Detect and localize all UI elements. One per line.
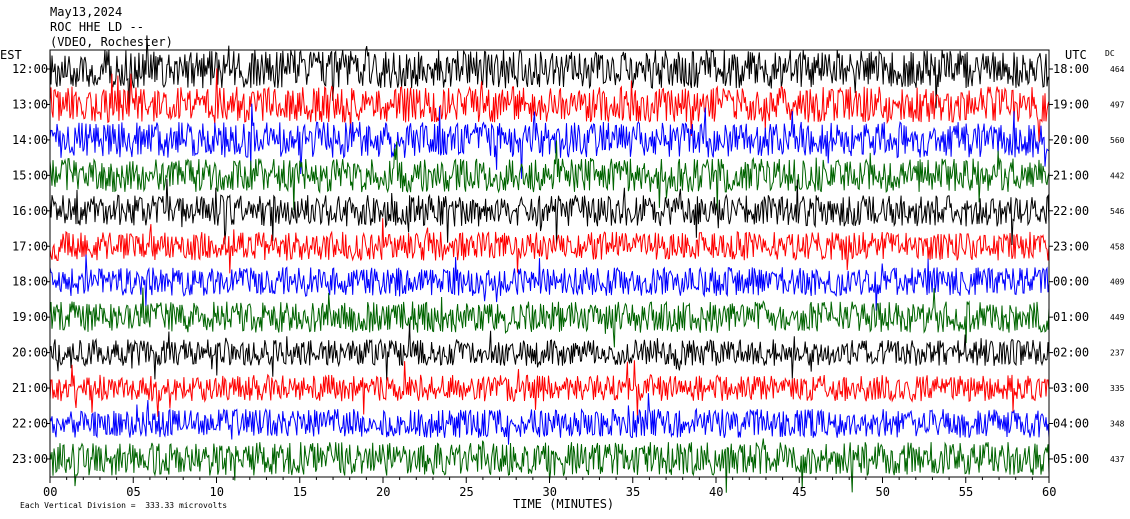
plot-frame: [49, 49, 1050, 478]
est-tick-label: 22:00: [12, 417, 48, 431]
x-tick-label: 60: [1042, 485, 1056, 499]
est-tick-label: 19:00: [12, 310, 48, 324]
dc-value: 437: [1110, 455, 1125, 464]
dc-value: 560: [1110, 136, 1125, 145]
trace-row-10: [49, 360, 1050, 417]
est-tick-label: 20:00: [12, 346, 48, 360]
est-tick-label: 21:00: [12, 381, 48, 395]
trace-row-5: [49, 178, 1050, 246]
utc-tick-label: 22:00: [1053, 204, 1089, 218]
utc-tick-label: 18:00: [1053, 62, 1089, 76]
utc-tick-label: 02:00: [1053, 346, 1089, 360]
est-tick-label: 12:00: [12, 62, 48, 76]
x-tick-label: 40: [709, 485, 723, 499]
x-tick-label: 50: [876, 485, 890, 499]
dc-column-label: DC: [1105, 49, 1115, 58]
trace-row-11: [49, 393, 1050, 445]
x-tick-label: 45: [792, 485, 806, 499]
trace-row-7: [49, 254, 1050, 311]
est-tick-label: 17:00: [12, 239, 48, 253]
x-tick-label: 55: [959, 485, 973, 499]
header-location: (VDEO, Rochester): [50, 35, 173, 49]
utc-tick-label: 00:00: [1053, 275, 1089, 289]
scale-note: Each Vertical Division = 333.33 microvol…: [20, 501, 228, 510]
utc-tick-label: 05:00: [1053, 452, 1089, 466]
x-axis-label: TIME (MINUTES): [513, 497, 614, 511]
trace-row-3: [49, 103, 1050, 179]
dc-value: 335: [1110, 384, 1125, 393]
trace-row-6: [49, 218, 1050, 274]
x-tick-label: 15: [293, 485, 307, 499]
trace-row-1: [49, 35, 1050, 109]
est-tick-label: 16:00: [12, 204, 48, 218]
dc-value: 409: [1110, 278, 1125, 287]
trace-row-8: [49, 287, 1050, 348]
est-tick-label: 13:00: [12, 97, 48, 111]
utc-tick-label: 20:00: [1053, 133, 1089, 147]
dc-value: 449: [1110, 313, 1125, 322]
dc-value: 237: [1110, 349, 1125, 358]
dc-value: 497: [1110, 100, 1125, 109]
trace-row-4: [49, 140, 1050, 211]
header-station: ROC HHE LD --: [50, 20, 144, 34]
trace-row-2: [49, 68, 1050, 142]
header-date: May13,2024: [50, 5, 123, 19]
utc-tick-label: 19:00: [1053, 97, 1089, 111]
dc-value: 442: [1110, 171, 1125, 180]
dc-value: 546: [1110, 207, 1125, 216]
utc-tick-label: 03:00: [1053, 381, 1089, 395]
utc-tick-label: 04:00: [1053, 417, 1089, 431]
est-tick-label: 18:00: [12, 275, 48, 289]
x-tick-label: 00: [43, 485, 57, 499]
est-tick-label: 23:00: [12, 452, 48, 466]
dc-value: 458: [1110, 242, 1125, 251]
x-tick-label: 30: [543, 485, 557, 499]
utc-tick-label: 01:00: [1053, 310, 1089, 324]
utc-axis-label: UTC: [1065, 48, 1087, 62]
x-tick-label: 25: [459, 485, 473, 499]
utc-tick-label: 21:00: [1053, 168, 1089, 182]
trace-row-9: [49, 324, 1050, 381]
est-axis-label: EST: [0, 48, 22, 62]
est-tick-label: 14:00: [12, 133, 48, 147]
est-tick-label: 15:00: [12, 168, 48, 182]
seismic-traces: [49, 35, 1050, 493]
x-tick-label: 05: [126, 485, 140, 499]
x-tick-label: 10: [210, 485, 224, 499]
x-tick-label: 35: [626, 485, 640, 499]
axes: 12:00 18:00 464 13:00 19:00 497 14:00 20:00 560 1…: [12, 62, 1125, 499]
x-tick-label: 20: [376, 485, 390, 499]
dc-value: 464: [1110, 65, 1125, 74]
utc-tick-label: 23:00: [1053, 239, 1089, 253]
dc-value: 348: [1110, 420, 1125, 429]
